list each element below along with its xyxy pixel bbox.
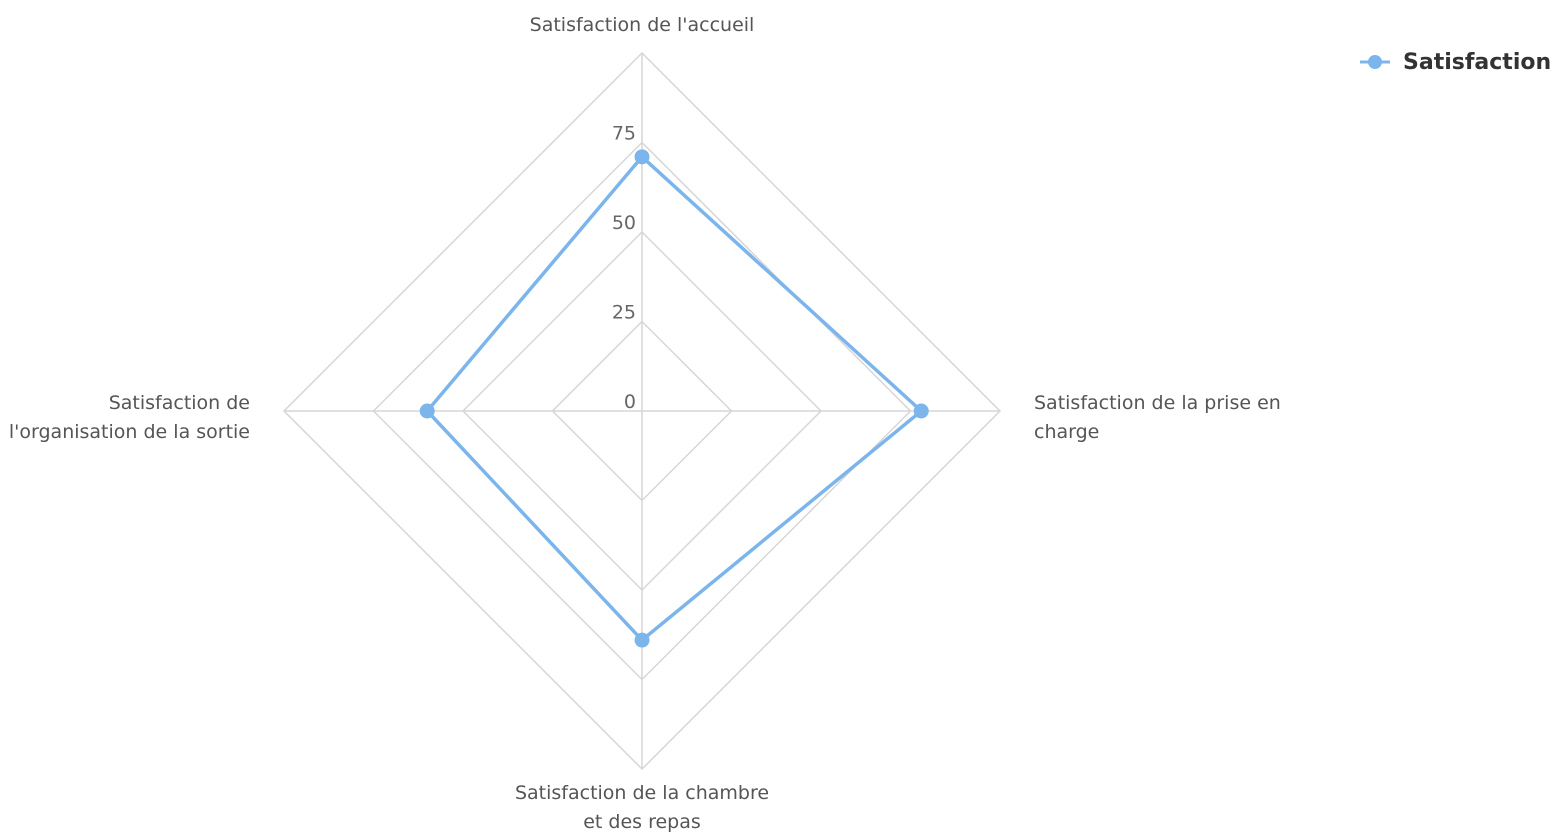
series-layer (419, 149, 929, 648)
legend[interactable]: Satisfaction (1360, 50, 1551, 75)
legend-item-satisfaction[interactable]: Satisfaction (1403, 50, 1551, 75)
legend-dot-marker (1368, 55, 1382, 69)
axis-label-1: Satisfaction de la prise en charge (1034, 392, 1281, 443)
radial-tick-labels: 0 25 50 75 (612, 123, 636, 414)
axis-labels: Satisfaction de l'accueil Satisfaction de… (9, 14, 1281, 833)
radar-spokes (284, 53, 1000, 769)
tick-label-50: 50 (612, 212, 636, 234)
tick-label-0: 0 (624, 391, 636, 413)
axis-label-2: Satisfaction de la chambre et des repas (515, 782, 769, 833)
data-point-0-3[interactable] (419, 403, 435, 419)
data-point-0-1[interactable] (913, 403, 929, 419)
tick-label-25: 25 (612, 302, 636, 324)
axis-label-0: Satisfaction de l'accueil (530, 14, 755, 36)
data-point-0-2[interactable] (634, 632, 650, 648)
tick-label-75: 75 (612, 123, 636, 145)
series-line-0 (425, 155, 923, 642)
data-point-0-0[interactable] (634, 149, 650, 165)
axis-label-3: Satisfaction de l'organisation de la sort… (9, 392, 250, 443)
